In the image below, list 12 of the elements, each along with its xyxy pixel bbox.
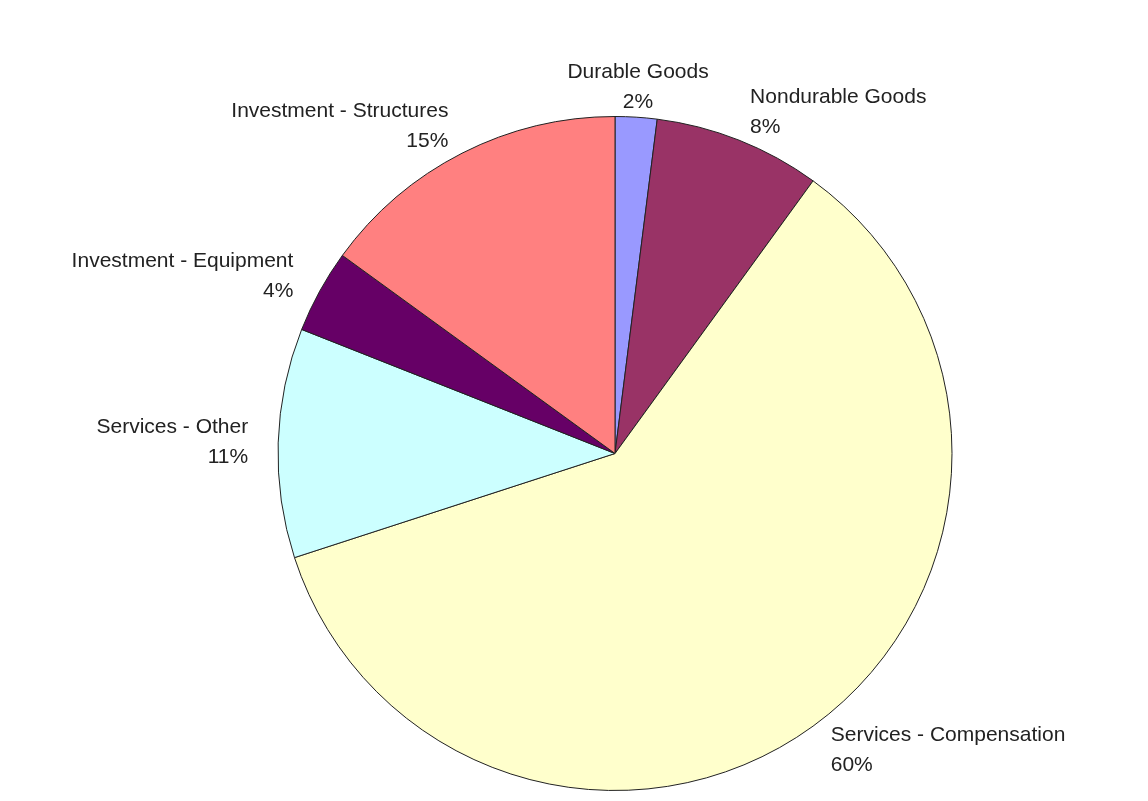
data-label: 15%	[406, 128, 449, 152]
slice-label: Investment - Equipment	[71, 248, 294, 272]
data-label: 60%	[830, 752, 873, 776]
data-label: 2%	[622, 89, 654, 113]
data-label: 4%	[263, 278, 294, 302]
data-label: 8%	[750, 114, 781, 138]
slice-label: Durable Goods	[567, 59, 709, 83]
slice-label: Investment - Structures	[231, 98, 449, 122]
data-label: 11%	[207, 443, 249, 467]
slice-label: Nondurable Goods	[750, 84, 927, 108]
slice-label: Services - Compensation	[830, 722, 1066, 746]
slice-label: Services - Other	[96, 413, 249, 437]
